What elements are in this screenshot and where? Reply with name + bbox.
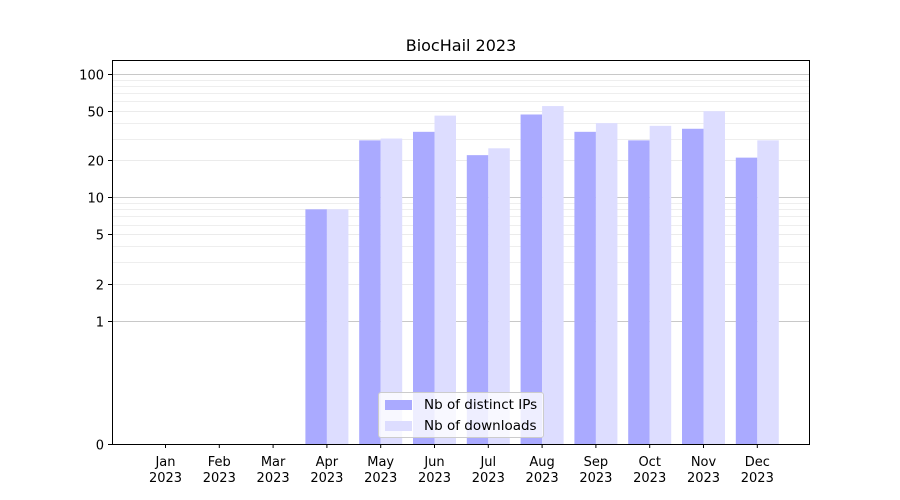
bar-downloads: [326, 209, 349, 444]
legend-entry-downloads: Nb of downloads: [385, 417, 537, 435]
bar-distinct-ips: [466, 155, 489, 444]
bar-downloads: [542, 106, 564, 444]
x-tick-label-month: Dec: [745, 455, 770, 470]
x-tick-label-month: Aug: [529, 455, 554, 470]
x-tick-label-year: 2023: [526, 471, 559, 486]
x-tick-label-year: 2023: [472, 471, 505, 486]
x-tick-label-month: Oct: [638, 455, 660, 470]
bars: [305, 106, 779, 445]
x-tick-label-month: Mar: [261, 455, 286, 470]
legend-swatch-distinct-ips: [385, 400, 412, 410]
legend-entry-distinct-ips: Nb of distinct IPs: [385, 396, 537, 414]
x-axis: Jan2023Feb2023Mar2023Apr2023May2023Jun20…: [149, 444, 774, 486]
x-tick-label-year: 2023: [418, 471, 451, 486]
y-tick-label: 5: [96, 229, 104, 244]
bar-distinct-ips: [305, 209, 327, 444]
x-tick-label-year: 2023: [687, 471, 720, 486]
bar-distinct-ips: [359, 140, 381, 444]
bar-distinct-ips: [735, 157, 758, 444]
bar-distinct-ips: [520, 114, 543, 444]
bar-distinct-ips: [628, 140, 650, 444]
bar-downloads: [434, 115, 456, 444]
x-tick-label-month: Apr: [316, 455, 339, 470]
y-tick-label: 1: [96, 316, 104, 331]
y-tick-label: 20: [87, 155, 104, 170]
bar-downloads: [380, 138, 403, 444]
x-tick-label-year: 2023: [364, 471, 397, 486]
y-tick-label: 0: [96, 439, 104, 454]
plot-frame: [112, 60, 810, 445]
bar-distinct-ips: [413, 131, 435, 444]
x-tick-label-year: 2023: [310, 471, 343, 486]
x-tick-label-year: 2023: [149, 471, 182, 486]
bar-downloads: [488, 148, 510, 444]
legend-swatch-downloads: [385, 421, 412, 431]
legend: Nb of distinct IPs Nb of downloads: [378, 392, 544, 438]
x-tick-label-year: 2023: [579, 471, 612, 486]
x-tick-label-year: 2023: [741, 471, 774, 486]
y-tick-label: 2: [96, 279, 104, 294]
y-tick-label: 50: [87, 106, 104, 121]
bar-downloads: [649, 125, 672, 445]
bar-downloads: [757, 140, 779, 444]
legend-label-downloads: Nb of downloads: [424, 418, 537, 434]
x-tick-label-month: Nov: [691, 455, 717, 470]
bar-downloads: [703, 111, 725, 445]
legend-label-distinct-ips: Nb of distinct IPs: [424, 397, 538, 413]
x-tick-label-month: Feb: [208, 455, 231, 470]
x-tick-label-month: Jun: [423, 455, 444, 470]
chart-title: BiocHail 2023: [406, 36, 517, 55]
y-tick-label: 100: [79, 69, 104, 84]
bar-downloads: [595, 123, 618, 444]
x-tick-label-year: 2023: [633, 471, 666, 486]
y-tick-label: 10: [87, 192, 104, 207]
y-axis: 0 1 2 5 10 20 50 100: [79, 69, 112, 454]
x-tick-label-month: Jul: [479, 455, 496, 470]
x-tick-label-month: Sep: [584, 455, 609, 470]
x-tick-label-year: 2023: [257, 471, 290, 486]
x-tick-label-month: May: [367, 455, 394, 470]
x-tick-label-month: Jan: [154, 455, 175, 470]
x-tick-label-year: 2023: [203, 471, 236, 486]
bar-distinct-ips: [682, 128, 704, 444]
bar-distinct-ips: [574, 131, 596, 444]
